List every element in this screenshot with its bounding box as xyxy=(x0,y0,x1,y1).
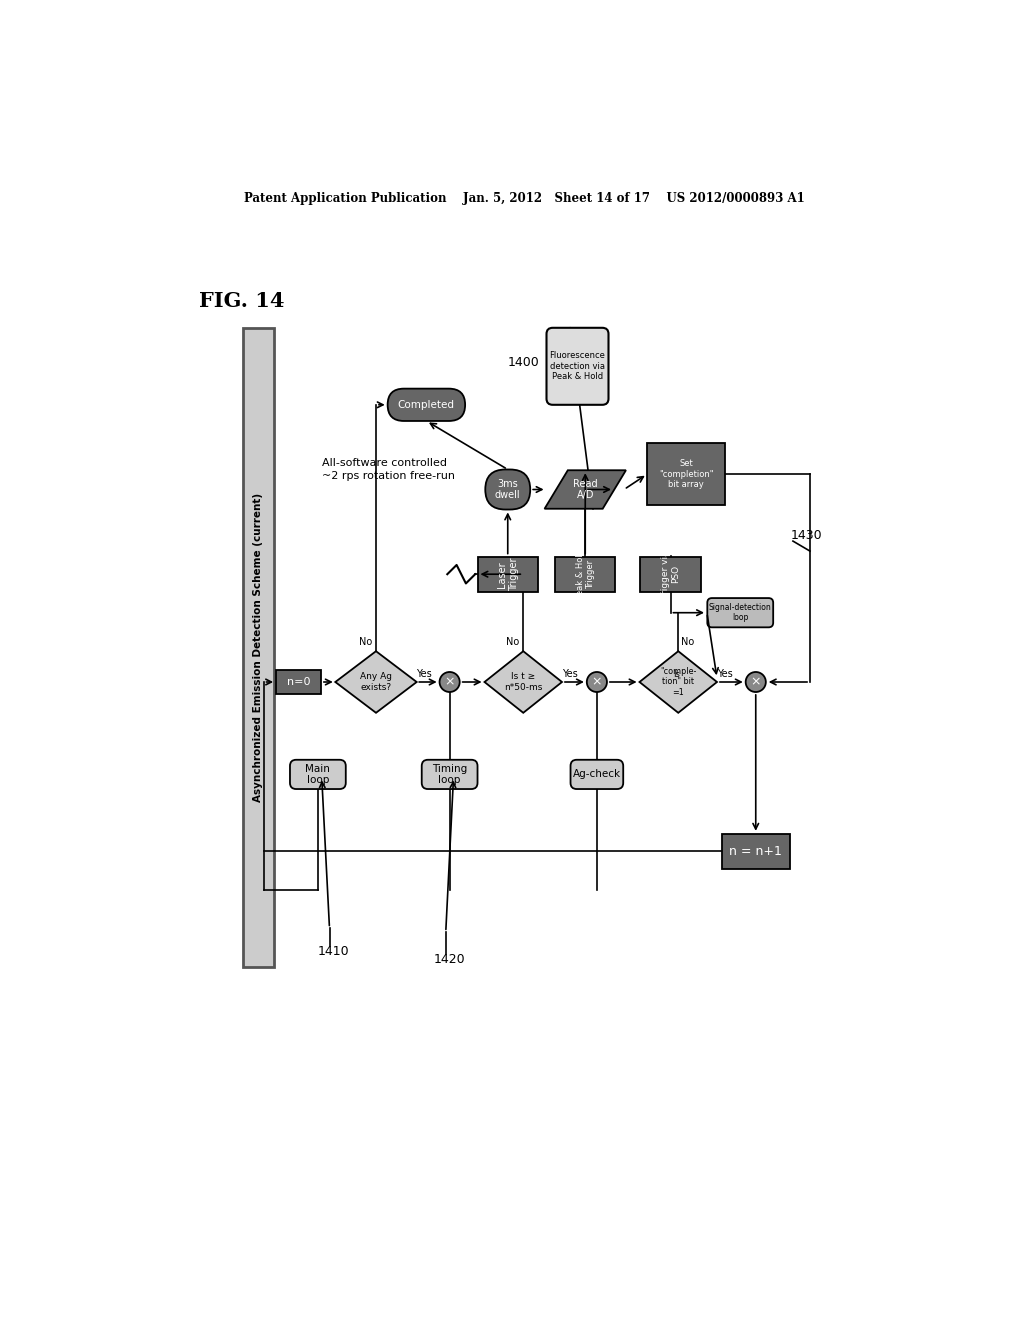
Bar xyxy=(243,327,273,966)
Bar xyxy=(555,557,615,591)
Text: Yes: Yes xyxy=(416,669,432,680)
Polygon shape xyxy=(545,470,626,508)
Text: 1430: 1430 xyxy=(791,529,822,543)
Polygon shape xyxy=(484,651,562,713)
Text: n = n+1: n = n+1 xyxy=(729,845,782,858)
Text: Trigger via
PSO: Trigger via PSO xyxy=(660,550,680,598)
FancyBboxPatch shape xyxy=(708,598,773,627)
FancyBboxPatch shape xyxy=(570,760,624,789)
FancyBboxPatch shape xyxy=(485,470,530,510)
Circle shape xyxy=(439,672,460,692)
Bar xyxy=(276,671,321,693)
Bar xyxy=(640,557,700,591)
Text: 1400: 1400 xyxy=(508,356,540,370)
FancyBboxPatch shape xyxy=(290,760,346,789)
Polygon shape xyxy=(335,651,417,713)
Text: Patent Application Publication    Jan. 5, 2012   Sheet 14 of 17    US 2012/00008: Patent Application Publication Jan. 5, 2… xyxy=(245,191,805,205)
Text: Set
"completion"
bit array: Set "completion" bit array xyxy=(658,459,714,488)
FancyBboxPatch shape xyxy=(388,388,465,421)
Text: Yes: Yes xyxy=(562,669,578,680)
Text: Peak & Hold
Trigger: Peak & Hold Trigger xyxy=(575,549,595,599)
Text: Completed: Completed xyxy=(398,400,455,409)
Text: Timing
loop: Timing loop xyxy=(432,763,467,785)
Text: No: No xyxy=(681,638,694,647)
Text: Any Ag
exists?: Any Ag exists? xyxy=(360,672,392,692)
FancyBboxPatch shape xyxy=(547,327,608,405)
Text: Is: Is xyxy=(673,669,680,678)
Text: ×: × xyxy=(592,676,602,689)
Text: 3ms
dwell: 3ms dwell xyxy=(495,479,520,500)
Text: Is t ≥
n*50-ms: Is t ≥ n*50-ms xyxy=(504,672,543,692)
Text: Asynchronized Emission Detection Scheme (current): Asynchronized Emission Detection Scheme … xyxy=(253,492,263,803)
Circle shape xyxy=(587,672,607,692)
Text: FIG. 14: FIG. 14 xyxy=(200,290,285,310)
Bar xyxy=(722,834,790,869)
FancyBboxPatch shape xyxy=(422,760,477,789)
Text: No: No xyxy=(506,638,519,647)
Circle shape xyxy=(745,672,766,692)
Bar xyxy=(647,444,725,506)
Bar xyxy=(477,557,538,591)
Text: Laser
Trigger: Laser Trigger xyxy=(497,557,518,591)
Text: No: No xyxy=(358,638,372,647)
Text: Yes: Yes xyxy=(717,669,732,680)
Text: ~2 rps rotation free-run: ~2 rps rotation free-run xyxy=(322,471,455,482)
Text: Main
loop: Main loop xyxy=(305,763,331,785)
Text: Signal-detection
loop: Signal-detection loop xyxy=(709,603,772,623)
Text: ×: × xyxy=(751,676,761,689)
Text: Fluorescence
detection via
Peak & Hold: Fluorescence detection via Peak & Hold xyxy=(550,351,605,381)
Text: All-software controlled: All-software controlled xyxy=(322,458,446,467)
Polygon shape xyxy=(640,651,717,713)
Text: n=0: n=0 xyxy=(287,677,310,686)
Text: ×: × xyxy=(444,676,455,689)
Text: 1420: 1420 xyxy=(434,953,466,966)
Text: 1410: 1410 xyxy=(317,945,349,958)
Text: Read
A/D: Read A/D xyxy=(573,479,598,500)
Text: Ag-check: Ag-check xyxy=(572,770,621,779)
Text: "comple-
tion" bit
=1: "comple- tion" bit =1 xyxy=(660,667,696,697)
